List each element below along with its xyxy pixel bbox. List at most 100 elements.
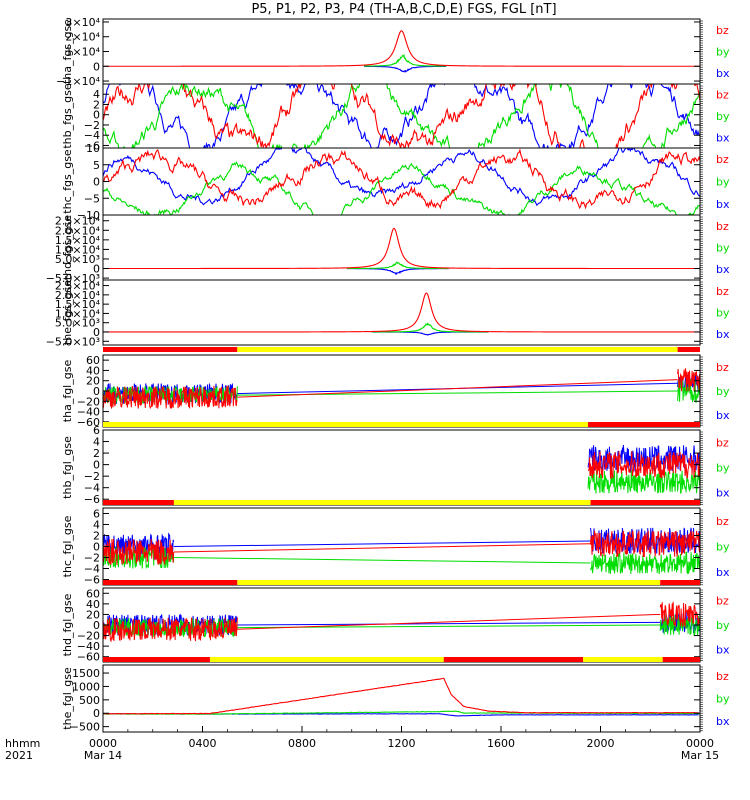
legend-bx: bx [716, 715, 730, 728]
x-tick-time: 0000 [686, 737, 714, 750]
y-tick-label: 3×10⁴ [65, 16, 100, 29]
y-axis-label: the_fgl_gse [61, 667, 74, 730]
panel-thd_fgs_gse: 2.5×10⁴2.0×10⁴1.5×10⁴1.0×10⁴5.0×10³0−5.0… [46, 214, 730, 285]
legend-by: by [716, 462, 730, 475]
y-tick-label: 1000 [72, 680, 100, 693]
legend-by: by [716, 541, 730, 554]
legend-bx: bx [716, 263, 730, 276]
y-tick-label: 2 [93, 447, 100, 460]
status-bar-red [443, 657, 584, 662]
legend-by: by [716, 110, 730, 123]
x-tick-time: 0000 [89, 737, 117, 750]
series-bz-burst [103, 617, 238, 643]
y-tick-label: −60 [77, 651, 100, 664]
x-tick-time: 0800 [288, 737, 316, 750]
y-tick-label: −20 [77, 630, 100, 643]
y-tick-label: 2 [93, 98, 100, 111]
status-bar-red [103, 580, 238, 585]
y-tick-label: 4 [93, 519, 100, 532]
panel-thb_fgs_gse: 420−2−4−6 thb_fgs_gse bz by bx [61, 83, 730, 152]
legend-bx: bx [716, 67, 730, 80]
panel-the_fgs_gse: 2.5×10⁴2.0×10⁴1.5×10⁴1.0×10⁴5.0×10³0−5.0… [46, 279, 730, 348]
series-by [371, 322, 489, 333]
plot-frame [102, 18, 701, 85]
y-axis-label: thc_fgs_gse [61, 149, 74, 214]
y-tick-label: −10 [77, 209, 100, 222]
status-bar-red [677, 347, 700, 352]
y-axis-label: tha_fgl_gse [61, 360, 74, 423]
legend-bx: bx [716, 409, 730, 422]
y-tick-label: 0 [93, 385, 100, 398]
legend-by: by [716, 693, 730, 706]
series-bz-gap-link [173, 543, 591, 553]
legend-bx: bx [716, 198, 730, 211]
legend-bz: bz [716, 361, 729, 374]
y-tick-label: 5.0×10³ [55, 317, 100, 330]
legend-bx: bx [716, 487, 730, 500]
y-tick-label: −500 [70, 721, 100, 734]
status-bar-yellow [103, 422, 589, 427]
y-tick-label: 60 [86, 354, 100, 367]
legend-by: by [716, 242, 730, 255]
y-tick-label: −2 [84, 119, 100, 132]
y-tick-label: 5 [93, 159, 100, 172]
status-bar-yellow [237, 580, 661, 585]
status-bar-red [588, 422, 700, 427]
series-bx-gap-link [237, 621, 661, 626]
y-tick-label: 2.0×10⁴ [55, 224, 101, 237]
legend-bz: bz [716, 594, 729, 607]
y-tick-label: 1.5×10⁴ [55, 234, 101, 247]
y-tick-label: −4 [84, 129, 100, 142]
series-by [103, 161, 700, 215]
plot-frame [102, 214, 701, 281]
y-tick-label: −5 [84, 192, 100, 205]
legend-bz: bz [716, 153, 729, 166]
x-axis-label-year: 2021 [5, 749, 33, 762]
plot-frame [102, 83, 701, 149]
y-tick-label: −2 [84, 552, 100, 565]
y-tick-label: 60 [86, 587, 100, 600]
series-bx-gap-link [173, 540, 591, 547]
y-tick-label: 2×10⁴ [65, 31, 100, 44]
legend-bx: bx [716, 566, 730, 579]
y-tick-label: −6 [84, 139, 100, 152]
y-tick-label: 1.5×10⁴ [55, 298, 101, 311]
y-tick-label: −4 [84, 563, 100, 576]
plot-frame [102, 147, 701, 216]
legend-bz: bz [716, 89, 729, 102]
series-bx [103, 84, 700, 148]
y-tick-label: −5.0×10³ [46, 272, 100, 285]
legend-bx: bx [716, 131, 730, 144]
status-bar-red [103, 500, 174, 505]
series-bx [103, 148, 700, 207]
y-axis-label: thb_fgs_gse [61, 83, 74, 149]
y-tick-label: 6 [93, 424, 100, 437]
y-axis-label: the_fgs_gse [61, 280, 74, 345]
series-bz-gap-link [237, 613, 661, 630]
series-bz [103, 84, 700, 148]
y-tick-label: 500 [79, 694, 100, 707]
y-tick-label: 40 [86, 364, 100, 377]
y-tick-label: 2.5×10⁴ [55, 280, 101, 293]
y-tick-label: 1.0×10⁴ [55, 307, 101, 320]
legend-bz: bz [716, 437, 729, 450]
x-tick-time: 1200 [388, 737, 416, 750]
y-tick-label: −5.0×10³ [46, 335, 100, 348]
y-tick-label: −4 [84, 482, 100, 495]
series-bz-burst [587, 451, 700, 480]
y-tick-label: 20 [86, 608, 100, 621]
y-tick-label: 0 [93, 176, 100, 189]
y-axis-label: thb_fgl_gse [61, 436, 74, 499]
y-tick-label: 40 [86, 598, 100, 611]
series-bz-gap-link [237, 379, 678, 398]
y-tick-label: −6 [84, 493, 100, 506]
series-by-burst [587, 470, 700, 494]
series-bz-burst [103, 385, 238, 410]
status-bar-red [662, 657, 700, 662]
legend-bx: bx [716, 644, 730, 657]
